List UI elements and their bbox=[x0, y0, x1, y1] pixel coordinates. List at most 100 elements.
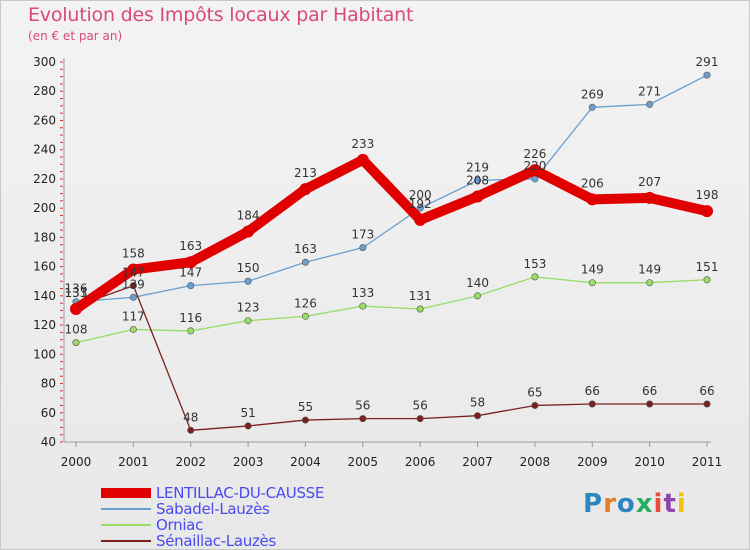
data-point bbox=[184, 256, 197, 269]
data-point bbox=[701, 205, 713, 218]
data-point bbox=[588, 103, 596, 111]
legend-label: Sénaillac-Lauzès bbox=[156, 532, 276, 550]
data-point bbox=[703, 400, 711, 408]
data-label: 131 bbox=[65, 286, 88, 300]
data-point bbox=[299, 183, 312, 196]
data-point bbox=[474, 176, 482, 184]
series-line bbox=[75, 284, 708, 431]
data-point bbox=[586, 193, 599, 206]
data-point bbox=[416, 305, 424, 313]
data-label: 123 bbox=[237, 301, 260, 315]
chart-subtitle: (en € et par an) bbox=[28, 29, 123, 43]
data-label: 207 bbox=[638, 175, 661, 189]
y-tick-label: 100 bbox=[33, 347, 56, 361]
data-point bbox=[703, 71, 711, 79]
data-label: 158 bbox=[122, 247, 145, 261]
y-tick-label: 300 bbox=[33, 55, 56, 69]
x-tick-label: 2010 bbox=[634, 455, 665, 469]
data-label: 213 bbox=[294, 166, 317, 180]
data-point bbox=[471, 190, 484, 203]
data-point bbox=[301, 312, 309, 320]
series-sabadel-lauz-s bbox=[72, 71, 711, 306]
data-point bbox=[646, 279, 654, 287]
legend-label: Sabadel-Lauzès bbox=[156, 500, 270, 518]
data-point bbox=[474, 292, 482, 300]
data-label: 56 bbox=[355, 399, 370, 413]
data-label: 153 bbox=[523, 257, 546, 271]
legend-swatch bbox=[101, 524, 151, 526]
data-label: 163 bbox=[179, 239, 202, 253]
y-tick-label: 220 bbox=[33, 172, 56, 186]
logo-letter: o bbox=[616, 489, 636, 519]
data-label: 136 bbox=[65, 282, 88, 296]
data-label: 133 bbox=[65, 286, 88, 300]
data-point bbox=[703, 276, 711, 284]
data-point bbox=[646, 100, 654, 108]
data-point bbox=[72, 339, 80, 347]
data-label: 147 bbox=[179, 266, 202, 280]
data-label: 184 bbox=[237, 209, 260, 223]
proxiti-logo: Proxiti bbox=[583, 489, 687, 519]
chart-title: Evolution des Impôts locaux par Habitant bbox=[28, 4, 414, 26]
data-label: 192 bbox=[409, 197, 432, 211]
x-tick-label: 2001 bbox=[118, 455, 149, 469]
legend-swatch bbox=[101, 508, 151, 510]
data-point bbox=[531, 273, 539, 281]
series-line bbox=[75, 276, 708, 344]
data-label: 151 bbox=[696, 260, 719, 274]
data-label: 66 bbox=[642, 384, 657, 398]
data-label: 271 bbox=[638, 84, 661, 98]
data-label: 65 bbox=[527, 385, 542, 399]
logo-letter: i bbox=[653, 489, 664, 519]
data-label: 291 bbox=[696, 55, 719, 69]
data-label: 51 bbox=[240, 406, 255, 420]
x-tick-label: 2006 bbox=[405, 455, 436, 469]
data-point bbox=[359, 302, 367, 310]
data-label: 116 bbox=[179, 311, 202, 325]
data-label: 56 bbox=[413, 399, 428, 413]
data-label: 200 bbox=[409, 188, 432, 202]
series-s-naillac-lauz-s bbox=[72, 282, 711, 434]
y-tick-label: 240 bbox=[33, 143, 56, 157]
y-tick-label: 180 bbox=[33, 230, 56, 244]
data-point bbox=[414, 213, 427, 226]
data-label: 149 bbox=[638, 263, 661, 277]
data-point bbox=[356, 153, 369, 166]
logo-letter: x bbox=[635, 489, 654, 519]
series-lentillac-du-causse bbox=[70, 153, 713, 315]
logo-letter: r bbox=[603, 489, 617, 519]
x-tick-label: 2008 bbox=[520, 455, 551, 469]
y-tick-label: 280 bbox=[33, 84, 56, 98]
data-label: 108 bbox=[65, 323, 88, 337]
x-tick-label: 2011 bbox=[692, 455, 723, 469]
data-point bbox=[244, 277, 252, 285]
data-label: 117 bbox=[122, 309, 145, 323]
data-point bbox=[129, 325, 137, 333]
data-point bbox=[70, 303, 82, 315]
series-orniac bbox=[72, 273, 711, 347]
data-point bbox=[531, 401, 539, 409]
data-label: 233 bbox=[351, 137, 374, 151]
data-point bbox=[187, 282, 195, 290]
legend-swatch bbox=[101, 540, 151, 542]
data-label: 150 bbox=[237, 261, 260, 275]
legend-label: Orniac bbox=[156, 516, 204, 534]
data-point bbox=[528, 164, 541, 177]
legend-swatch bbox=[101, 488, 151, 498]
data-label: 206 bbox=[581, 176, 604, 190]
x-tick-label: 2009 bbox=[577, 455, 608, 469]
y-tick-label: 200 bbox=[33, 201, 56, 215]
logo-letter: t bbox=[663, 489, 677, 519]
data-point bbox=[474, 412, 482, 420]
data-label: 140 bbox=[466, 276, 489, 290]
data-point bbox=[416, 415, 424, 423]
data-label: 208 bbox=[466, 173, 489, 187]
data-label: 163 bbox=[294, 242, 317, 256]
y-tick-label: 140 bbox=[33, 289, 56, 303]
y-tick-label: 260 bbox=[33, 113, 56, 127]
data-label: 55 bbox=[298, 400, 313, 414]
data-label: 126 bbox=[294, 296, 317, 310]
y-tick-label: 80 bbox=[41, 377, 56, 391]
